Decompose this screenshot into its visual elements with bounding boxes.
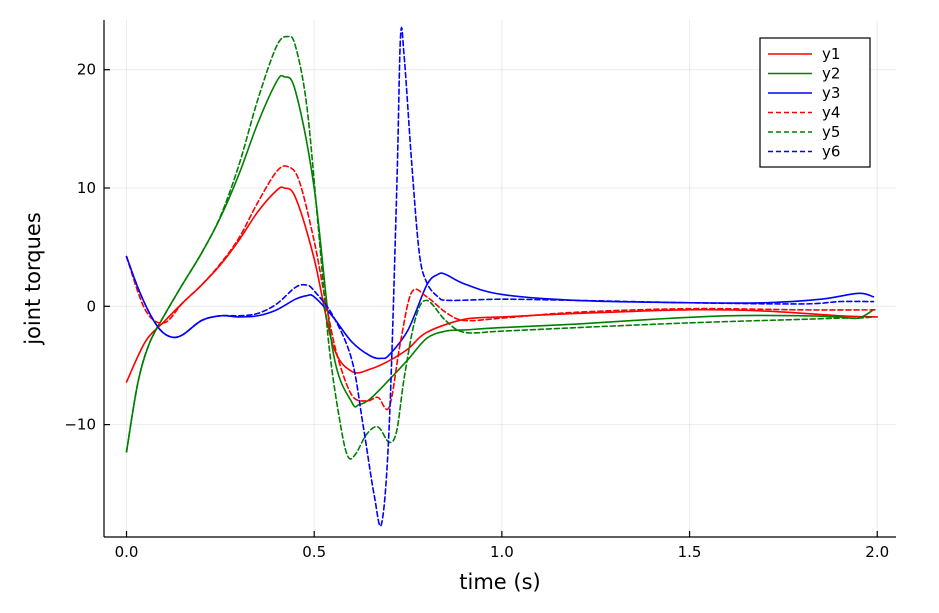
- y-axis-title: joint torques: [21, 212, 45, 346]
- grid: [104, 20, 896, 537]
- y-tick-label: 10: [77, 179, 96, 197]
- legend-label-y2: y2: [822, 65, 840, 83]
- series-line-y4: [125, 165, 879, 411]
- x-tick-label: 0.0: [115, 543, 139, 561]
- x-tick-label: 0.5: [302, 543, 326, 561]
- y-tick-label: 0: [86, 297, 96, 315]
- y-tick-label: −10: [64, 416, 96, 434]
- legend-label-y1: y1: [822, 45, 840, 63]
- series-layer: [125, 26, 879, 527]
- x-tick-label: 2.0: [865, 543, 889, 561]
- ticks: 0.0 0.5 1.0 1.5 2.0 −10 0 10 20: [64, 61, 889, 561]
- axes: [103, 20, 896, 538]
- legend-label-y4: y4: [822, 104, 840, 122]
- legend-label-y3: y3: [822, 84, 840, 102]
- x-tick-label: 1.0: [490, 543, 514, 561]
- series-line-y5: [125, 35, 875, 460]
- y-tick-label: 20: [77, 61, 96, 79]
- x-axis-title: time (s): [459, 570, 540, 594]
- x-tick-label: 1.5: [678, 543, 702, 561]
- legend-box: [759, 37, 871, 168]
- legend-label-y6: y6: [822, 143, 840, 161]
- legend-label-y5: y5: [822, 123, 840, 141]
- series-line-y6: [125, 26, 875, 527]
